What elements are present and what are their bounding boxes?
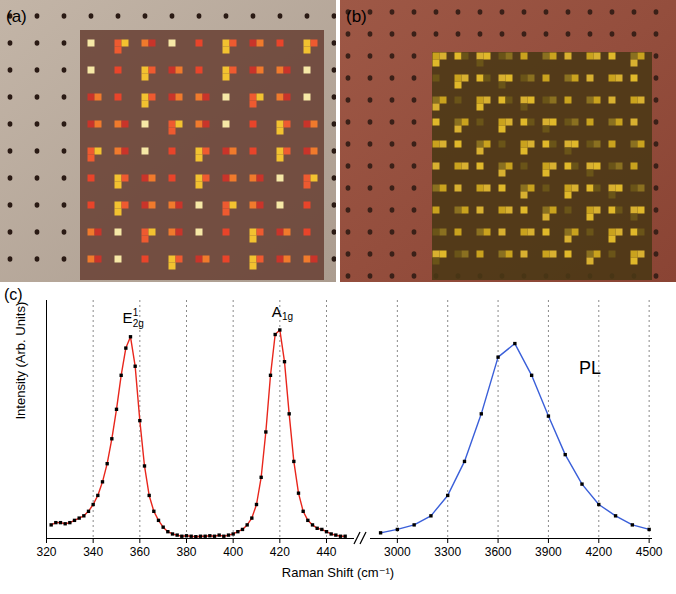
svg-text:440: 440 [316, 545, 336, 559]
svg-text:Intensity (Arb. Units): Intensity (Arb. Units) [13, 302, 28, 420]
svg-text:E: E [123, 309, 133, 326]
svg-text:340: 340 [83, 545, 103, 559]
svg-text:2g: 2g [133, 318, 144, 329]
svg-text:3300: 3300 [434, 545, 461, 559]
svg-text:400: 400 [223, 545, 243, 559]
svg-text:4500: 4500 [636, 545, 663, 559]
svg-text:4200: 4200 [585, 545, 612, 559]
svg-text:3000: 3000 [384, 545, 411, 559]
svg-text:320: 320 [36, 545, 56, 559]
html-text:(c): (c) [4, 286, 23, 303]
svg-text:380: 380 [176, 545, 196, 559]
svg-text:1: 1 [133, 307, 139, 318]
svg-text:1g: 1g [282, 311, 293, 322]
svg-text:3600: 3600 [485, 545, 512, 559]
svg-text:3900: 3900 [535, 545, 562, 559]
svg-text:PL: PL [579, 358, 601, 378]
html-text:Raman Shift (cm⁻¹): Raman Shift (cm⁻¹) [281, 565, 395, 580]
svg-text:420: 420 [270, 545, 290, 559]
svg-text:(a): (a) [6, 7, 27, 26]
svg-text:360: 360 [130, 545, 150, 559]
svg-text:(b): (b) [346, 7, 367, 26]
svg-text:A: A [272, 303, 282, 320]
